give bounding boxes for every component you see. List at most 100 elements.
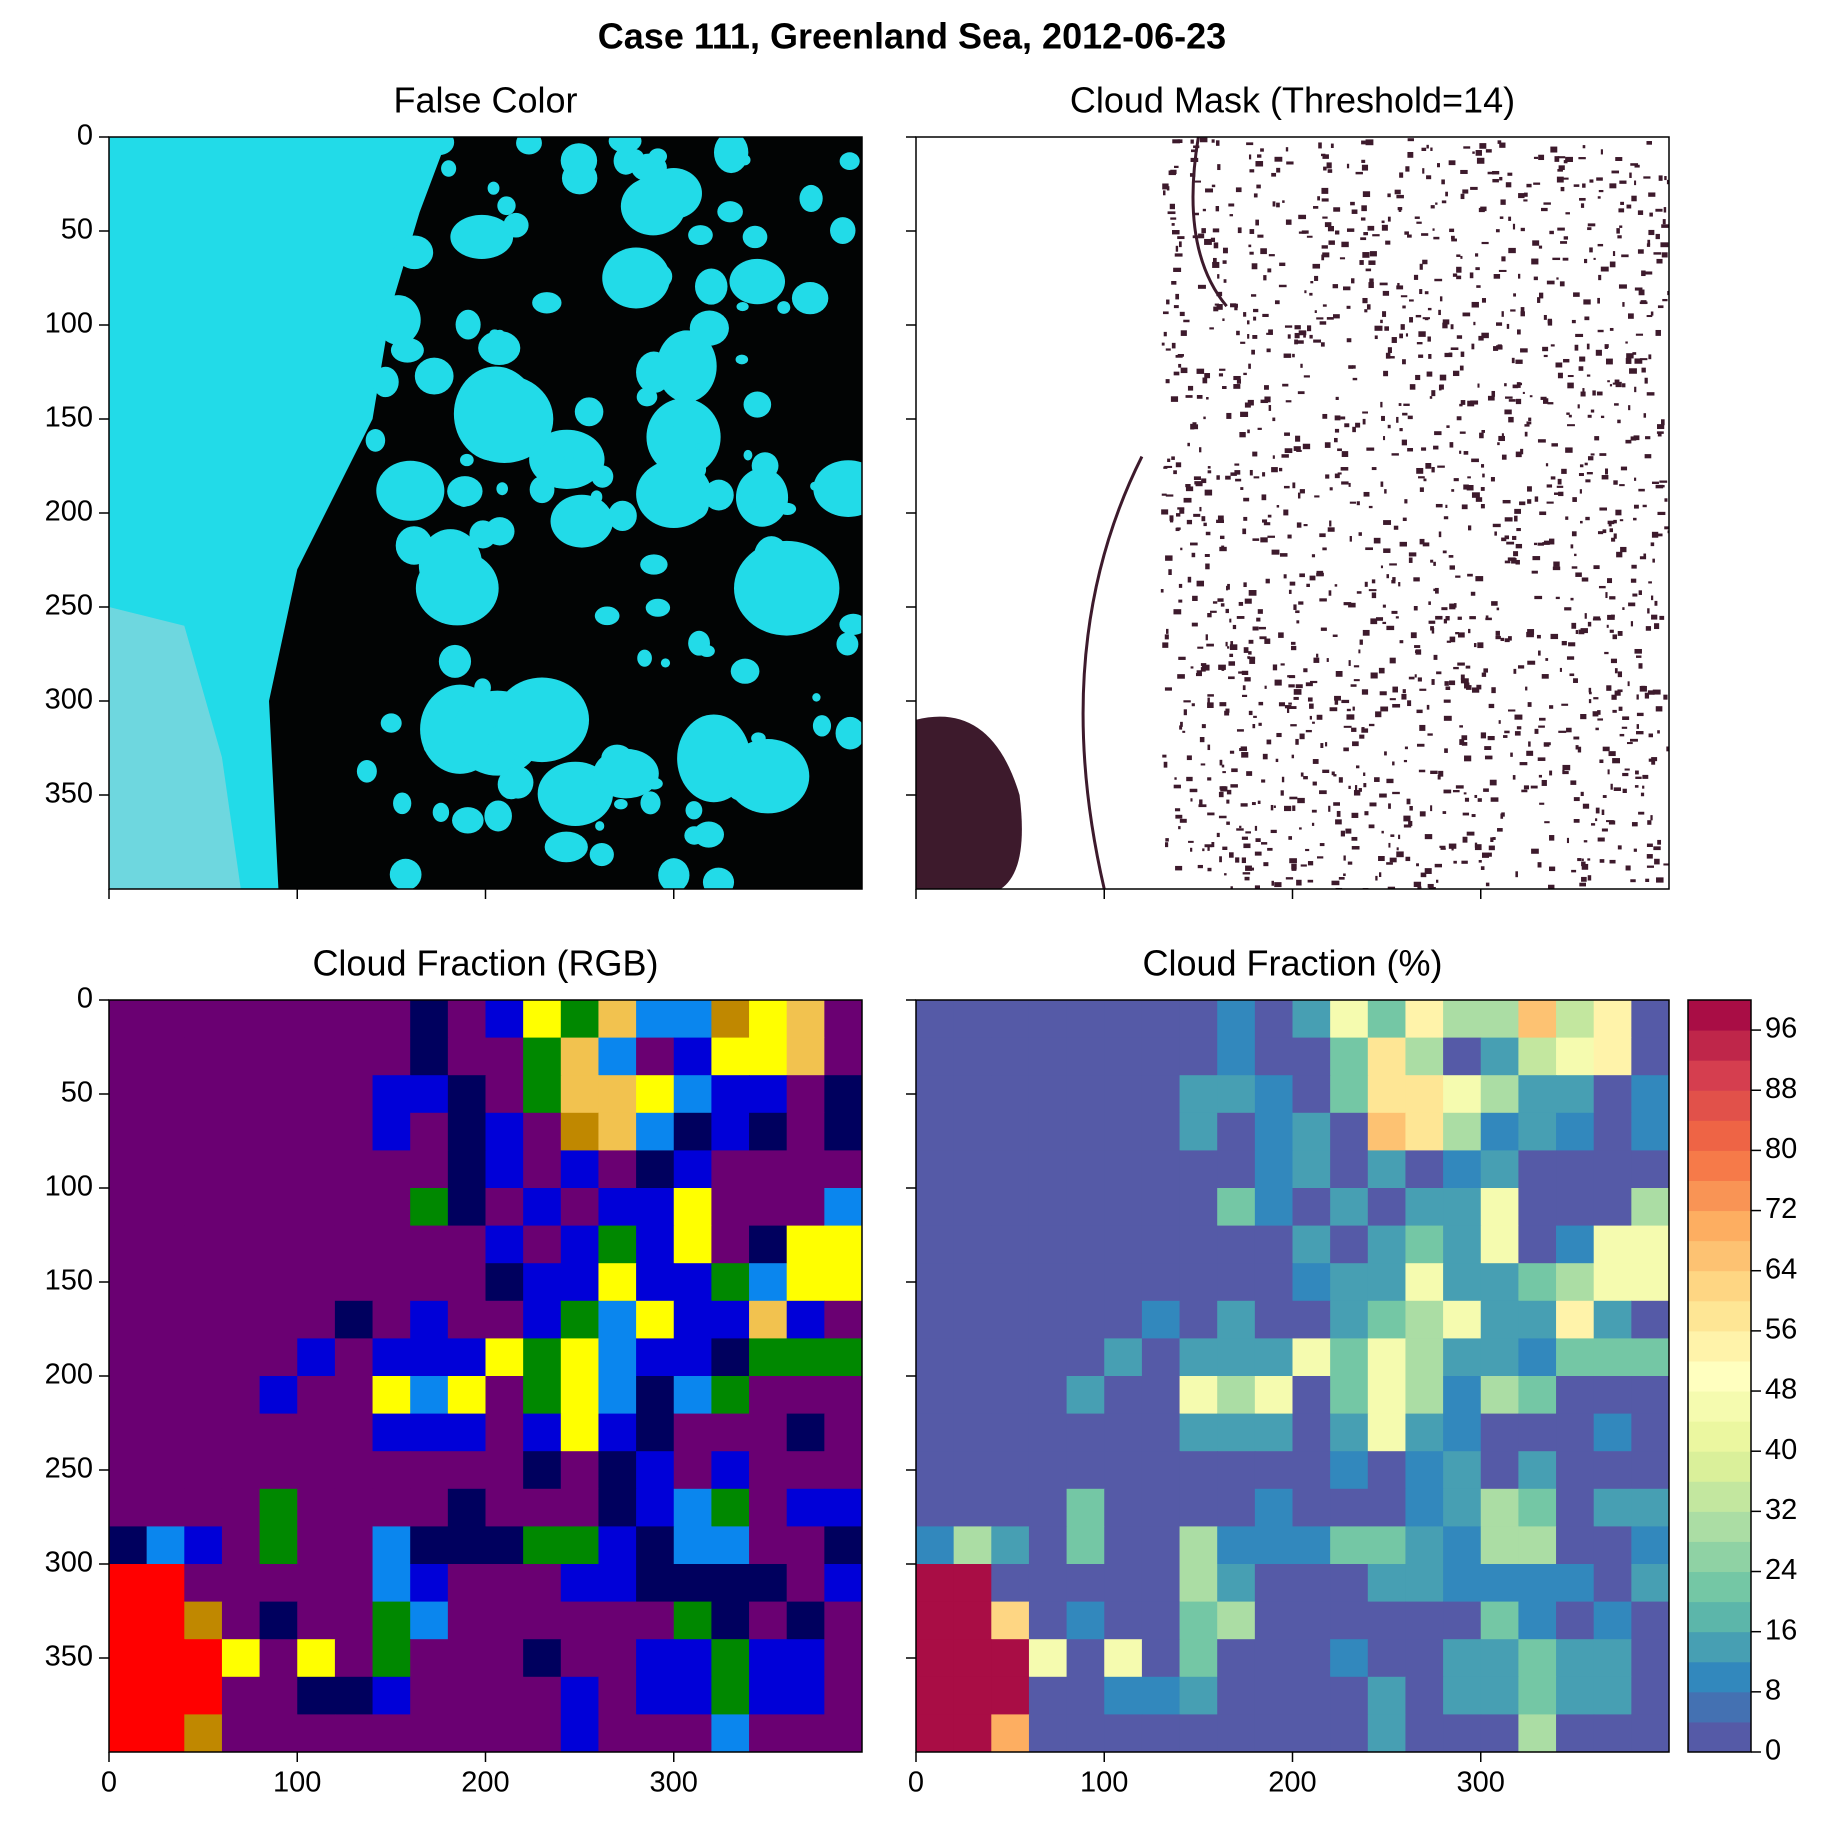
y-tick-label: 0 [77, 120, 93, 152]
heatmap-cell [447, 1601, 487, 1640]
cloud-speck [1353, 790, 1361, 796]
cloud-speck [1218, 815, 1227, 819]
cloud-speck [1463, 484, 1469, 490]
cloud-speck [1474, 794, 1478, 798]
heatmap-cell [297, 1526, 336, 1565]
heatmap-cell [1104, 1000, 1143, 1039]
colorbar-band [1688, 1721, 1751, 1753]
cloud-speck [1299, 489, 1305, 494]
heatmap-cell [636, 1676, 675, 1715]
heatmap-cell [221, 1451, 261, 1490]
ice-floe [389, 858, 422, 889]
cloud-speck [1595, 349, 1602, 356]
cloud-speck [1571, 566, 1578, 569]
ice-floe [608, 500, 637, 531]
heatmap-cell [1141, 1188, 1181, 1227]
cloud-speck [1456, 335, 1463, 339]
cloud-speck [1620, 466, 1628, 471]
cloud-speck [1433, 445, 1439, 450]
heatmap-cell [991, 1263, 1030, 1302]
cloud-speck [1207, 697, 1210, 703]
cloud-speck [1541, 779, 1547, 786]
cloud-speck [1557, 169, 1563, 172]
cloud-speck [1630, 578, 1637, 583]
heatmap-cell [916, 1601, 955, 1640]
cloud-speck [1226, 412, 1232, 419]
cloud-speck [1367, 225, 1375, 231]
cloud-speck [1597, 297, 1600, 304]
cloud-speck [1446, 640, 1451, 643]
cloud-speck [1533, 156, 1539, 159]
heatmap-cell [1104, 1639, 1143, 1678]
cloud-speck [1253, 308, 1259, 313]
heatmap-cell [1066, 1413, 1105, 1452]
cloud-speck [1361, 164, 1369, 171]
heatmap-cell [447, 1075, 487, 1114]
heatmap-cell [1631, 1488, 1669, 1527]
cloud-speck [1651, 760, 1656, 765]
cloud-speck [1173, 784, 1181, 789]
cloud-speck [1230, 472, 1237, 476]
cloud-speck [1348, 660, 1351, 666]
cloud-speck [1266, 739, 1272, 745]
cloud-speck [1343, 855, 1346, 861]
cloud-speck [1475, 267, 1480, 271]
heatmap-cell [297, 1451, 336, 1490]
cloud-speck [1642, 785, 1645, 789]
cloud-speck [1371, 579, 1376, 584]
heatmap-cell [485, 1488, 524, 1527]
cloud-speck [1546, 280, 1555, 285]
cloud-speck [1336, 810, 1341, 817]
cloud-speck [1206, 643, 1214, 647]
cloud-speck [1628, 405, 1631, 411]
cloud-speck [1495, 630, 1500, 636]
cloud-speck [1413, 881, 1422, 888]
cloud-speck [1431, 390, 1436, 397]
cloud-speck [1253, 316, 1257, 321]
cloud-speck [1180, 721, 1183, 727]
cloud-speck [1416, 743, 1425, 747]
heatmap-cell [1405, 1000, 1444, 1039]
cloud-speck [1432, 228, 1435, 231]
heatmap-cell [1066, 1188, 1105, 1227]
ice-floe [601, 744, 633, 772]
cloud-speck [1584, 462, 1588, 466]
heatmap-cell [1443, 1639, 1482, 1678]
heatmap-cell [334, 1225, 374, 1264]
cloud-speck [1513, 551, 1519, 557]
heatmap-cell [485, 1000, 524, 1039]
cloud-speck [1480, 503, 1485, 509]
colorbar-band [1688, 1451, 1751, 1482]
y-tick-label: 200 [45, 1359, 93, 1391]
heatmap-cell [1254, 1451, 1294, 1490]
heatmap-cell [711, 1601, 750, 1640]
cloud-speck [1496, 607, 1500, 611]
cloud-speck [1274, 300, 1280, 305]
cloud-speck [1421, 233, 1429, 236]
cloud-speck [1263, 275, 1267, 281]
cloud-speck [1599, 453, 1607, 456]
colorbar-tick-label: 64 [1765, 1253, 1797, 1285]
heatmap-cell [297, 1338, 336, 1377]
cloud-speck [1522, 391, 1525, 394]
cloud-speck [1278, 467, 1283, 472]
cloud-speck [1657, 730, 1660, 734]
heatmap-cell [560, 1000, 600, 1039]
ice-floe [753, 490, 774, 513]
heatmap-cell [1556, 1564, 1595, 1603]
cloud-speck [1581, 863, 1589, 870]
cloud-speck [1419, 263, 1423, 270]
heatmap-cell [1028, 1676, 1068, 1715]
cloud-speck [1526, 421, 1532, 425]
heatmap-cell [560, 1714, 600, 1752]
cloud-speck [1168, 569, 1172, 575]
cloud-speck [1659, 480, 1668, 483]
cloud-speck [1614, 403, 1619, 406]
cloud-speck [1380, 319, 1383, 324]
cloud-speck [1625, 865, 1631, 871]
cloud-speck [1452, 370, 1460, 377]
cloud-speck [1320, 743, 1324, 748]
cloud-speck [1619, 733, 1625, 737]
cloud-speck [1200, 667, 1206, 672]
heatmap-cell [636, 1150, 675, 1189]
